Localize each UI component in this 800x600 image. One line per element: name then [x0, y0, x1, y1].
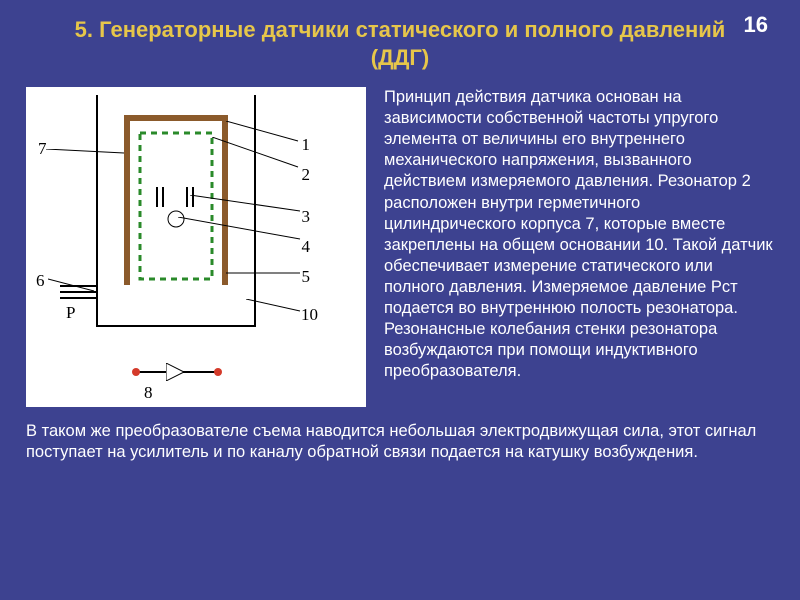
label-6: 6 — [36, 271, 45, 291]
label-1: 1 — [302, 135, 311, 155]
label-8: 8 — [144, 383, 153, 403]
content-row: 1 2 3 4 5 10 7 6 P 8 Принцип действия да… — [0, 81, 800, 407]
sensor-diagram: 1 2 3 4 5 10 7 6 P 8 — [26, 87, 366, 407]
label-3: 3 — [302, 207, 311, 227]
body-text-right: Принцип действия датчика основан на зави… — [384, 87, 774, 407]
body-text-bottom: В таком же преобразователе съема наводит… — [0, 407, 800, 463]
label-10: 10 — [301, 305, 318, 325]
label-p: P — [66, 303, 75, 323]
label-7: 7 — [38, 139, 47, 159]
label-4: 4 — [302, 237, 311, 257]
slide-title: 5. Генераторные датчики статического и п… — [0, 0, 800, 81]
page-number: 16 — [744, 12, 768, 38]
label-5: 5 — [302, 267, 311, 287]
label-2: 2 — [302, 165, 311, 185]
diagram-column: 1 2 3 4 5 10 7 6 P 8 — [26, 87, 366, 407]
